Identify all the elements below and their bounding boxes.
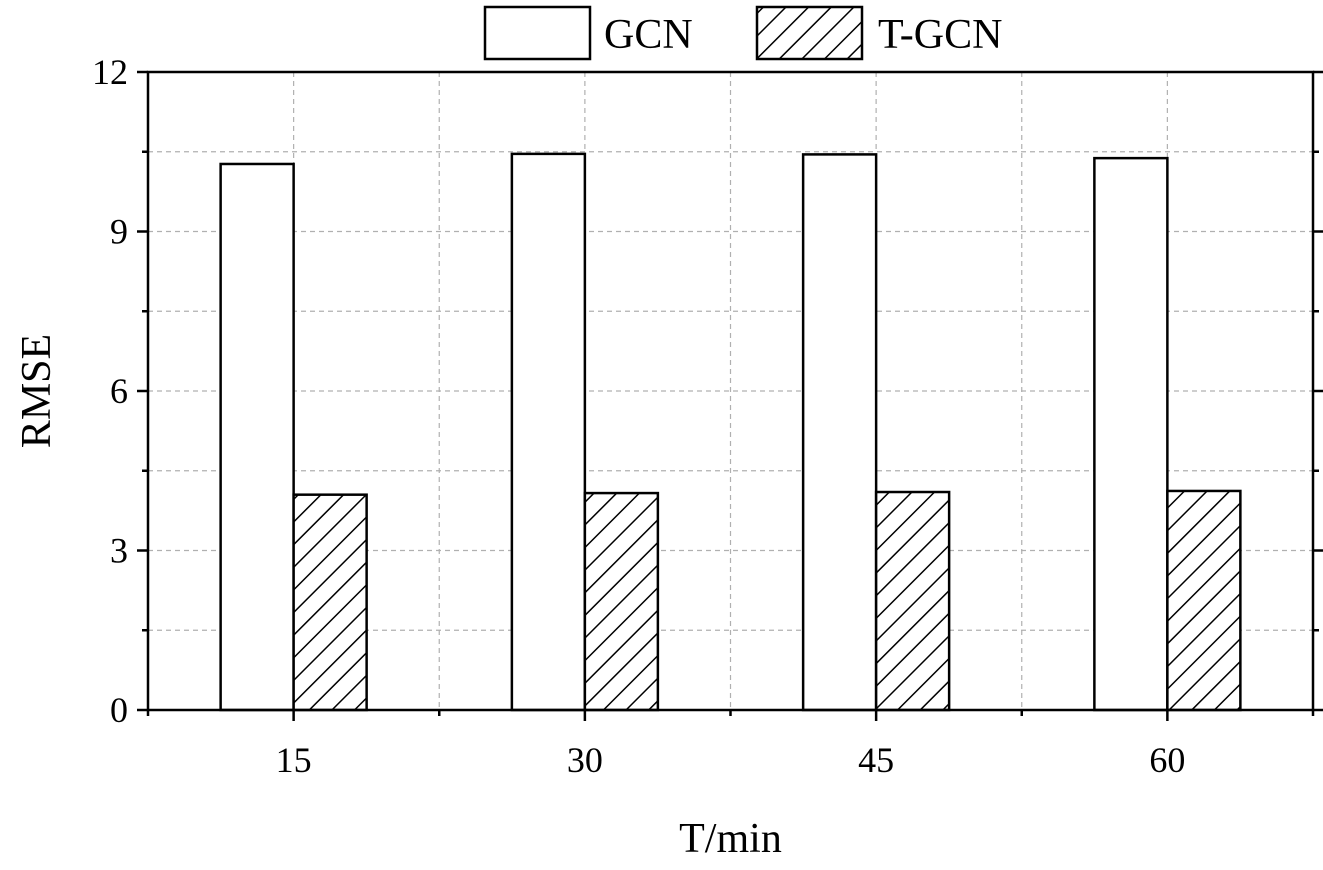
bar-gcn-45: [801, 153, 878, 712]
bar-gcn-60: [1093, 156, 1169, 712]
x-tick-label: 15: [276, 740, 312, 780]
x-axis-label: T/min: [679, 816, 782, 862]
bar-t-gcn-15: [292, 493, 368, 712]
x-tick-label: 60: [1149, 740, 1185, 780]
x-tick-labels: 15 30 45 60: [276, 740, 1186, 780]
bars: [219, 152, 1242, 712]
legend-swatch-gcn: [483, 5, 592, 61]
bar-t-gcn-45: [874, 490, 951, 712]
bar-t-gcn-30: [583, 491, 660, 712]
legend-swatch-t-gcn: [755, 5, 864, 61]
legend-label-gcn: GCN: [604, 12, 693, 58]
y-tick-labels: 0 3 6 9 12: [92, 52, 128, 730]
axis-ticks: [137, 70, 1323, 721]
bar-t-gcn-60: [1166, 489, 1242, 712]
y-tick-label: 0: [110, 690, 128, 730]
y-tick-label: 6: [110, 371, 128, 411]
y-tick-label: 3: [110, 531, 128, 571]
x-tick-label: 45: [858, 740, 894, 780]
y-axis-label: RMSE: [14, 334, 60, 448]
legend-label-t-gcn: T-GCN: [878, 12, 1002, 58]
y-tick-label: 9: [110, 212, 128, 252]
bar-gcn-30: [510, 152, 587, 712]
x-tick-label: 30: [567, 740, 603, 780]
legend: GCN T-GCN: [483, 5, 1002, 61]
y-tick-label: 12: [92, 52, 128, 92]
bar-gcn-15: [219, 162, 295, 712]
